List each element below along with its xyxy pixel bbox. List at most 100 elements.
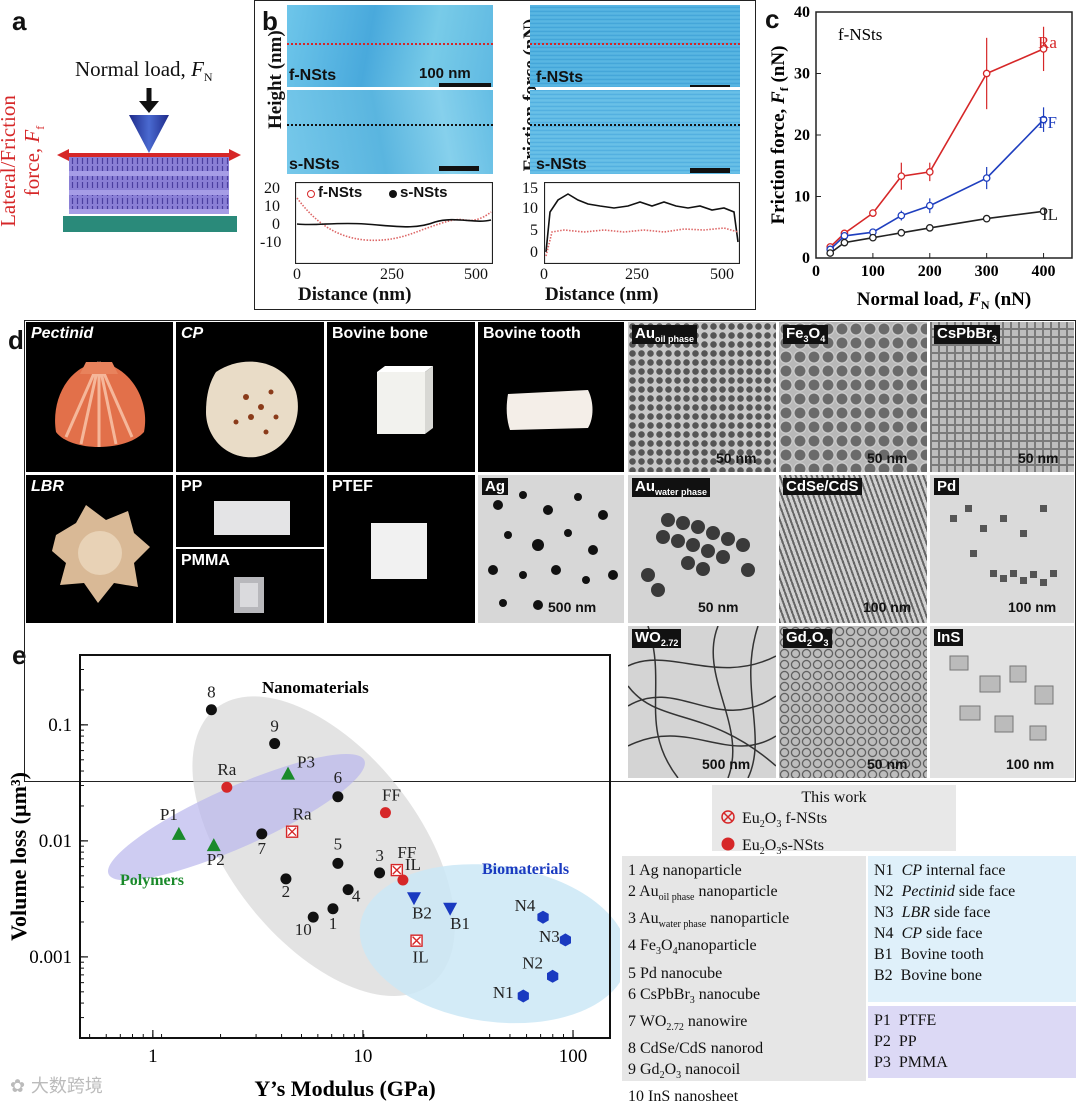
legend-item-4: 4 Fe3O4nanoparticle [628, 937, 757, 958]
tem-scale-au-water: 50 nm [698, 599, 739, 615]
data-point-IL-1 [840, 238, 849, 247]
afm-f-label-2: f-NSts [536, 69, 584, 86]
polymers-region [107, 753, 365, 881]
data-point-IL-0 [826, 249, 835, 257]
series-label-IL: IL [1042, 205, 1058, 224]
watermark-logo-icon: ✿ [10, 1076, 26, 1097]
marker-Eu2O3-f-NSts-IL-x2 [412, 936, 422, 946]
afm-s-label: s-NSts [289, 156, 340, 173]
height-xlabel: Distance (nm) [298, 284, 412, 305]
afm-scalebar-3 [690, 85, 730, 87]
panel-letter-a: a [12, 6, 27, 36]
marker-Biomaterials-N4 [537, 910, 549, 924]
y-tick-label-e-0: 0.001 [29, 947, 72, 968]
pmma-block-icon [234, 577, 264, 613]
chart-e-xlabel: Y’s Modulus (GPa) [254, 1076, 435, 1101]
height-curve-s [296, 218, 492, 228]
tile-label-pmma: PMMA [181, 552, 230, 569]
panel-letter-b: b [262, 6, 278, 36]
data-point-FF-1 [840, 232, 849, 240]
tem-label-au-water: Auwater phase [632, 478, 711, 497]
ptef-block-icon [371, 523, 427, 579]
data-point-Ra-2 [869, 209, 877, 217]
photo-bovine-bone: Bovine bone [327, 322, 475, 472]
cspbbr3-lattice [930, 322, 1074, 472]
lateral-subscript: f [33, 125, 48, 130]
legend-s-nsts: Eu2O3s-NSts [712, 835, 956, 862]
x-tick-label-c-1: 100 [861, 263, 885, 280]
tem-pd: Pd 100 nm [930, 475, 1074, 623]
chart-c-ylabel: Friction force, Ff (nN) [768, 46, 791, 225]
legend-bio-b1: B1 Bovine tooth [874, 946, 984, 963]
legend-biomaterials: N1 CP internal face N2 Pectinid side fac… [868, 856, 1076, 1002]
friction-tick-10: 10 [522, 200, 538, 217]
point-label-Biomaterials-N4: N4 [515, 896, 536, 915]
photo-pp: PP [176, 475, 324, 547]
region-label-biomaterials: Biomaterials [482, 861, 569, 878]
legend-poly-p2: P2 PP [874, 1033, 917, 1050]
profile-line-black [287, 124, 493, 126]
marker-Nanomaterials-6 [332, 791, 344, 803]
gd2o3-coils [779, 626, 927, 778]
normal-load-text: Normal load, [75, 57, 192, 81]
height-tick-m10: -10 [260, 234, 282, 251]
photo-cp: CP [176, 322, 324, 472]
marker-Nanomaterials-5 [332, 857, 344, 869]
tem-cdse-cds: CdSe/CdS 100 nm [779, 475, 927, 623]
y-tick-label-e-1: 0.01 [39, 831, 72, 852]
friction-x-tick-0: 0 [540, 266, 548, 283]
lateral-text: Lateral/Friction [0, 95, 20, 227]
series-label-Ra: Ra [1038, 33, 1057, 52]
data-point-Ra-4 [925, 168, 934, 176]
point-label-Nanomaterials-2: 2 [282, 882, 291, 901]
legend-item-9: 9 Gd2O3 nanocoil [628, 1060, 741, 1082]
point-label-Bovine-B1: B1 [450, 914, 470, 933]
legend-polymers: P1 PTFE P2 PP P3 PMMA [868, 1006, 1076, 1078]
region-label-nanomaterials: Nanomaterials [262, 678, 369, 697]
legend-f-nsts: Eu2O3 f-NSts [712, 808, 956, 835]
height-profile-plot [295, 182, 493, 264]
point-label-Nanomaterials-4: 4 [352, 887, 361, 906]
tem-scale-cdse: 100 nm [863, 599, 912, 615]
afm-scale-text: 100 nm [419, 65, 471, 82]
point-label-Polymers-P2: P2 [207, 850, 225, 869]
tem-label-pd: Pd [934, 478, 960, 495]
point-label-Eu2O3-s-NSts-FF: FF [382, 786, 401, 805]
afm-schematic [57, 88, 241, 232]
point-label-Eu2O3-f-NSts-IL: IL [413, 948, 429, 967]
marker-Nanomaterials-1 [327, 903, 339, 915]
marker-Bovine-B2 [406, 892, 421, 906]
x-tick-label-e-0: 1 [148, 1046, 158, 1067]
volume-loss-vs-modulus-chart: 1 10 100 0.001 0.01 0.1 Y’s Modulus (GPa) Volum… [6, 654, 620, 1101]
legend-item-5: 5 Pd nanocube [628, 964, 723, 982]
marker-Eu2O3-s-NSts-Ra [221, 781, 233, 793]
chart-c-xlabel: Normal load, FN (nN) [857, 289, 1031, 312]
y-tick-label-c-1: 10 [794, 189, 810, 206]
tem-label-cdse: CdSe/CdS [783, 478, 862, 495]
photo-pectinid: Pectinid [26, 322, 173, 472]
au-oil-lattice [628, 322, 776, 472]
point-label-Eu2O3-s-NSts-IL: IL [405, 855, 421, 874]
friction-arrow [65, 153, 233, 157]
data-point-IL-3 [897, 228, 906, 237]
friction-tick-0: 0 [530, 244, 538, 261]
profile-line-red [287, 43, 493, 45]
y-tick-label-c-2: 20 [794, 127, 810, 144]
afm-friction-f-nsts: f-NSts [530, 5, 740, 87]
bone-block-icon [377, 366, 433, 434]
tile-label-ptef: PTEF [332, 478, 373, 495]
photo-ptef: PTEF [327, 475, 475, 623]
marker-Biomaterials-N1 [517, 989, 529, 1003]
point-label-Nanomaterials-8: 8 [207, 683, 216, 702]
friction-curve-f [545, 227, 739, 257]
legend-bio-b2: B2 Bovine bone [874, 967, 982, 984]
data-point-IL-5 [982, 214, 991, 223]
x-tick-label-e-1: 10 [353, 1046, 372, 1067]
filled-circle-icon [721, 837, 735, 851]
panel-d [24, 320, 1076, 782]
panel-letter-c: c [765, 4, 780, 34]
afm-tip [129, 115, 169, 153]
tile-label-cp: CP [181, 325, 204, 342]
x-tick-label-e-2: 100 [559, 1046, 588, 1067]
data-point-Ra-3 [897, 172, 906, 181]
